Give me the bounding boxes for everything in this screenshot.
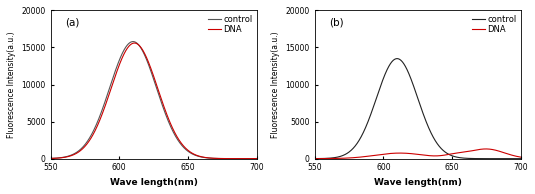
DNA <box>248 158 254 160</box>
DNA <box>142 54 149 56</box>
Text: (a): (a) <box>65 18 79 28</box>
Line: control: control <box>315 59 521 159</box>
control <box>517 158 524 160</box>
DNA <box>511 155 518 157</box>
Line: DNA: DNA <box>315 149 521 159</box>
control <box>142 56 149 58</box>
Line: control: control <box>51 42 257 159</box>
Text: (b): (b) <box>329 18 343 28</box>
Legend: control, DNA: control, DNA <box>207 13 254 36</box>
Line: DNA: DNA <box>51 43 257 159</box>
control <box>311 158 318 160</box>
DNA <box>473 149 480 151</box>
Y-axis label: Fluorescence Intensity(a.u.): Fluorescence Intensity(a.u.) <box>271 31 280 138</box>
DNA <box>131 42 137 44</box>
DNA <box>58 157 64 159</box>
DNA <box>48 157 54 160</box>
control <box>511 158 518 160</box>
control <box>210 157 216 159</box>
control <box>322 157 328 160</box>
control <box>48 157 54 160</box>
DNA <box>517 156 524 158</box>
control <box>406 74 412 76</box>
control <box>130 40 136 43</box>
DNA <box>248 158 254 160</box>
DNA <box>210 157 216 159</box>
control <box>474 157 480 160</box>
DNA <box>322 157 328 160</box>
control <box>254 158 260 160</box>
DNA <box>406 152 412 155</box>
DNA <box>311 158 318 160</box>
control <box>248 158 254 160</box>
control <box>511 158 518 160</box>
control <box>394 57 400 60</box>
control <box>248 158 254 160</box>
Legend: control, DNA: control, DNA <box>471 13 518 36</box>
DNA <box>483 148 489 150</box>
DNA <box>511 155 518 157</box>
X-axis label: Wave length(nm): Wave length(nm) <box>374 178 462 187</box>
DNA <box>411 153 418 155</box>
control <box>148 70 154 72</box>
Y-axis label: Fluorescence Intensity(a.u.): Fluorescence Intensity(a.u.) <box>7 31 16 138</box>
control <box>58 156 64 159</box>
DNA <box>254 158 260 160</box>
X-axis label: Wave length(nm): Wave length(nm) <box>110 178 197 187</box>
DNA <box>148 68 154 70</box>
control <box>412 89 418 91</box>
